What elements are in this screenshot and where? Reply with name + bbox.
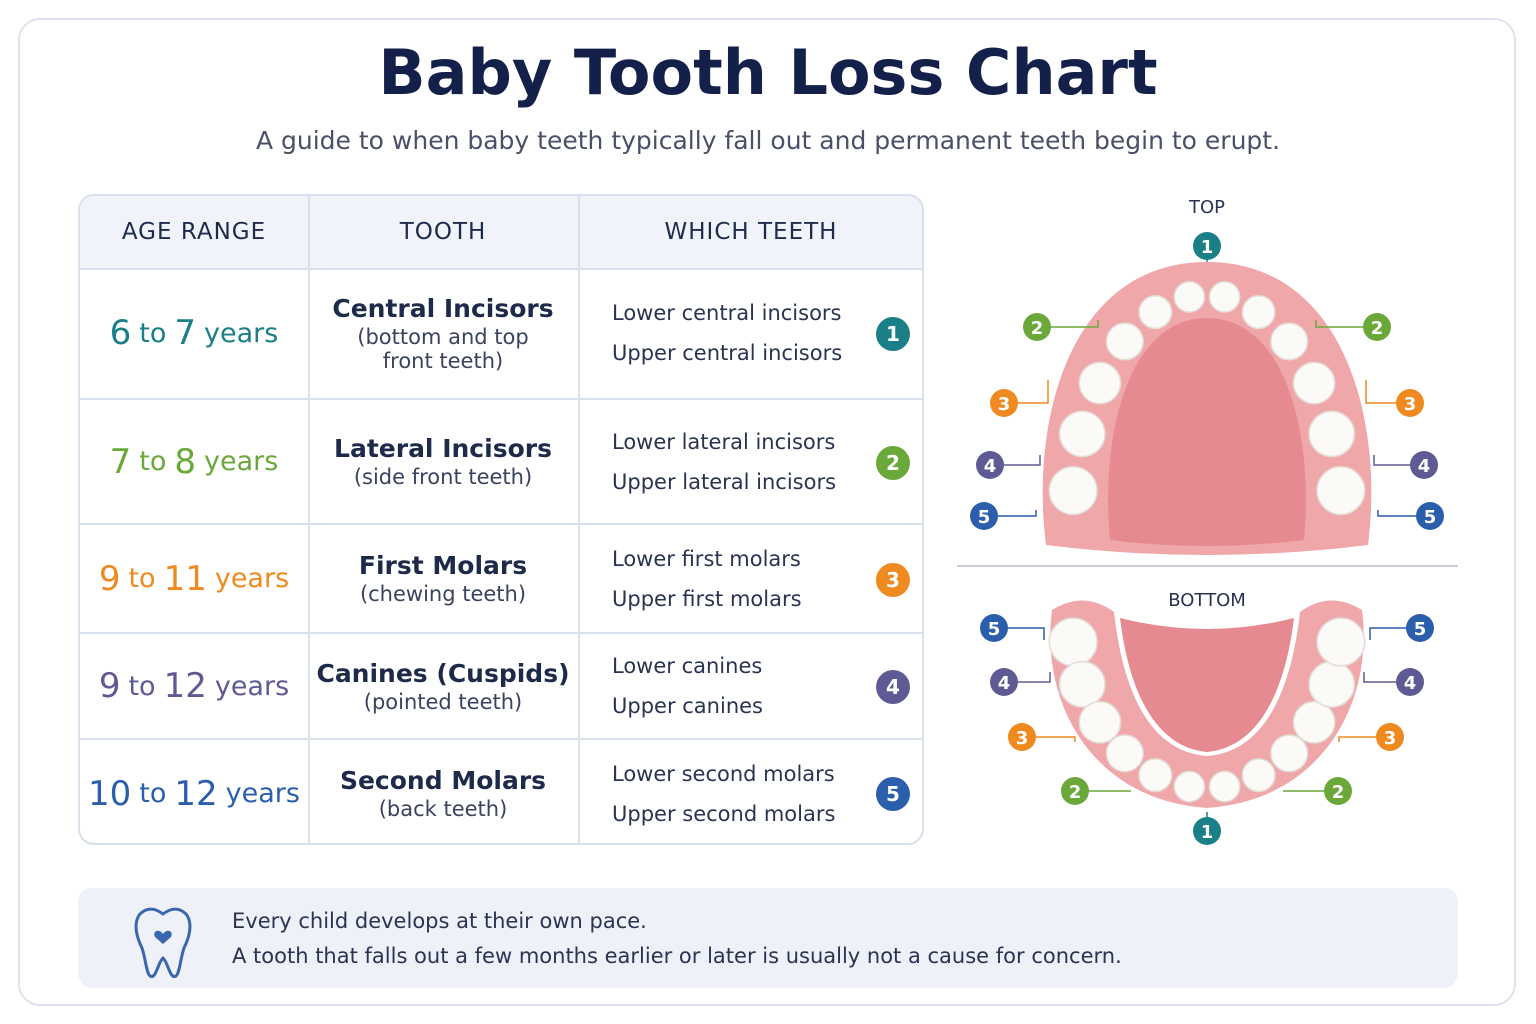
tooth-description: (pointed teeth) [363,689,523,714]
age-unit: years [225,778,300,809]
age-from: 7 [109,441,132,482]
age-connector: to [128,563,156,594]
upper-teeth: Upper canines [612,694,763,718]
which-cell: Lower second molars Upper second molars [578,740,922,843]
age-cell: 9 to 12 years [80,634,308,740]
age-from: 9 [98,558,121,599]
age-unit: years [214,670,290,702]
tooth-cell: First Molars (chewing teeth) [308,525,578,634]
number-badge: 5 [876,776,910,811]
tooth-name: First Molars [358,551,528,580]
age-unit: years [204,446,279,477]
number-badge: 4 [876,670,910,704]
tooth-name: Second Molars [339,766,547,795]
age-cell: 7 to 8 years [80,400,308,525]
age-to: 11 [163,558,207,599]
column-header: AGE RANGE [80,196,308,270]
tooth-cell: Central Incisors (bottom and top front te… [308,268,578,400]
number-badge: 1 [876,317,910,351]
lower-teeth: Lower lateral incisors [612,429,836,454]
tooth-description: (side front teeth) [353,465,533,489]
tooth-name: Lateral Incisors [334,434,552,463]
upper-teeth: Upper first molars [612,586,802,611]
upper-teeth: Upper lateral incisors [612,469,837,494]
lower-teeth: Lower second molars [612,761,835,786]
age-from: 6 [109,313,132,353]
age-connector: to [128,670,156,702]
age-unit: years [204,317,279,349]
tooth-icon [134,907,192,979]
note: Every child develops at their own pace. … [78,888,1458,988]
age-to: 12 [174,773,218,814]
title: Baby Tooth Loss Chart [378,36,1158,109]
column-divider [578,196,580,843]
age-cell: 6 to 7 years [80,268,308,400]
column-divider [308,196,310,843]
age-connector: to [139,446,167,477]
column-header: WHICH TEETH [578,196,922,270]
lower-teeth: Lower central incisors [612,301,842,325]
note-line: A tooth that falls out a few months earl… [232,944,1122,968]
tooth-description: (bottom and top front teeth) [357,324,529,373]
tooth-cell: Second Molars (back teeth) [308,740,578,843]
age-from: 9 [98,666,121,706]
tooth-name: Central Incisors [332,293,554,323]
age-to: 12 [163,666,207,706]
which-cell: Lower first molars Upper first molars [578,525,922,634]
age-cell: 9 to 11 years [80,525,308,634]
which-cell: Lower canines Upper canines [578,634,922,740]
note-line: Every child develops at their own pace. [232,909,647,933]
upper-teeth: Upper second molars [612,801,836,826]
which-cell: Lower lateral incisors Upper lateral inci… [578,400,922,525]
table: AGE RANGE TOOTH WHICH TEETH 6 to 7 years Centra… [78,194,924,845]
subtitle: A guide to when baby teeth typically fal… [255,126,1281,155]
age-connector: to [139,778,167,809]
tooth-description: (back teeth) [378,797,508,821]
column-header: TOOTH [308,196,578,270]
tooth-cell: Lateral Incisors (side front teeth) [308,400,578,525]
age-cell: 10 to 12 years [80,740,308,843]
tooth-name: Canines (Cuspids) [316,658,570,688]
age-to: 7 [174,313,197,353]
tooth-cell: Canines (Cuspids) (pointed teeth) [308,634,578,740]
lower-teeth: Lower canines [612,654,763,678]
lower-teeth: Lower first molars [612,546,801,571]
which-cell: Lower central incisors Upper central inci… [578,268,922,400]
card [18,18,1516,1006]
age-connector: to [139,317,167,349]
upper-teeth: Upper central incisors [612,341,843,365]
age-to: 8 [174,441,197,482]
number-badge: 3 [876,562,910,597]
tooth-description: (chewing teeth) [359,582,527,606]
number-badge: 2 [876,445,910,480]
age-unit: years [214,563,290,594]
age-from: 10 [88,773,132,814]
